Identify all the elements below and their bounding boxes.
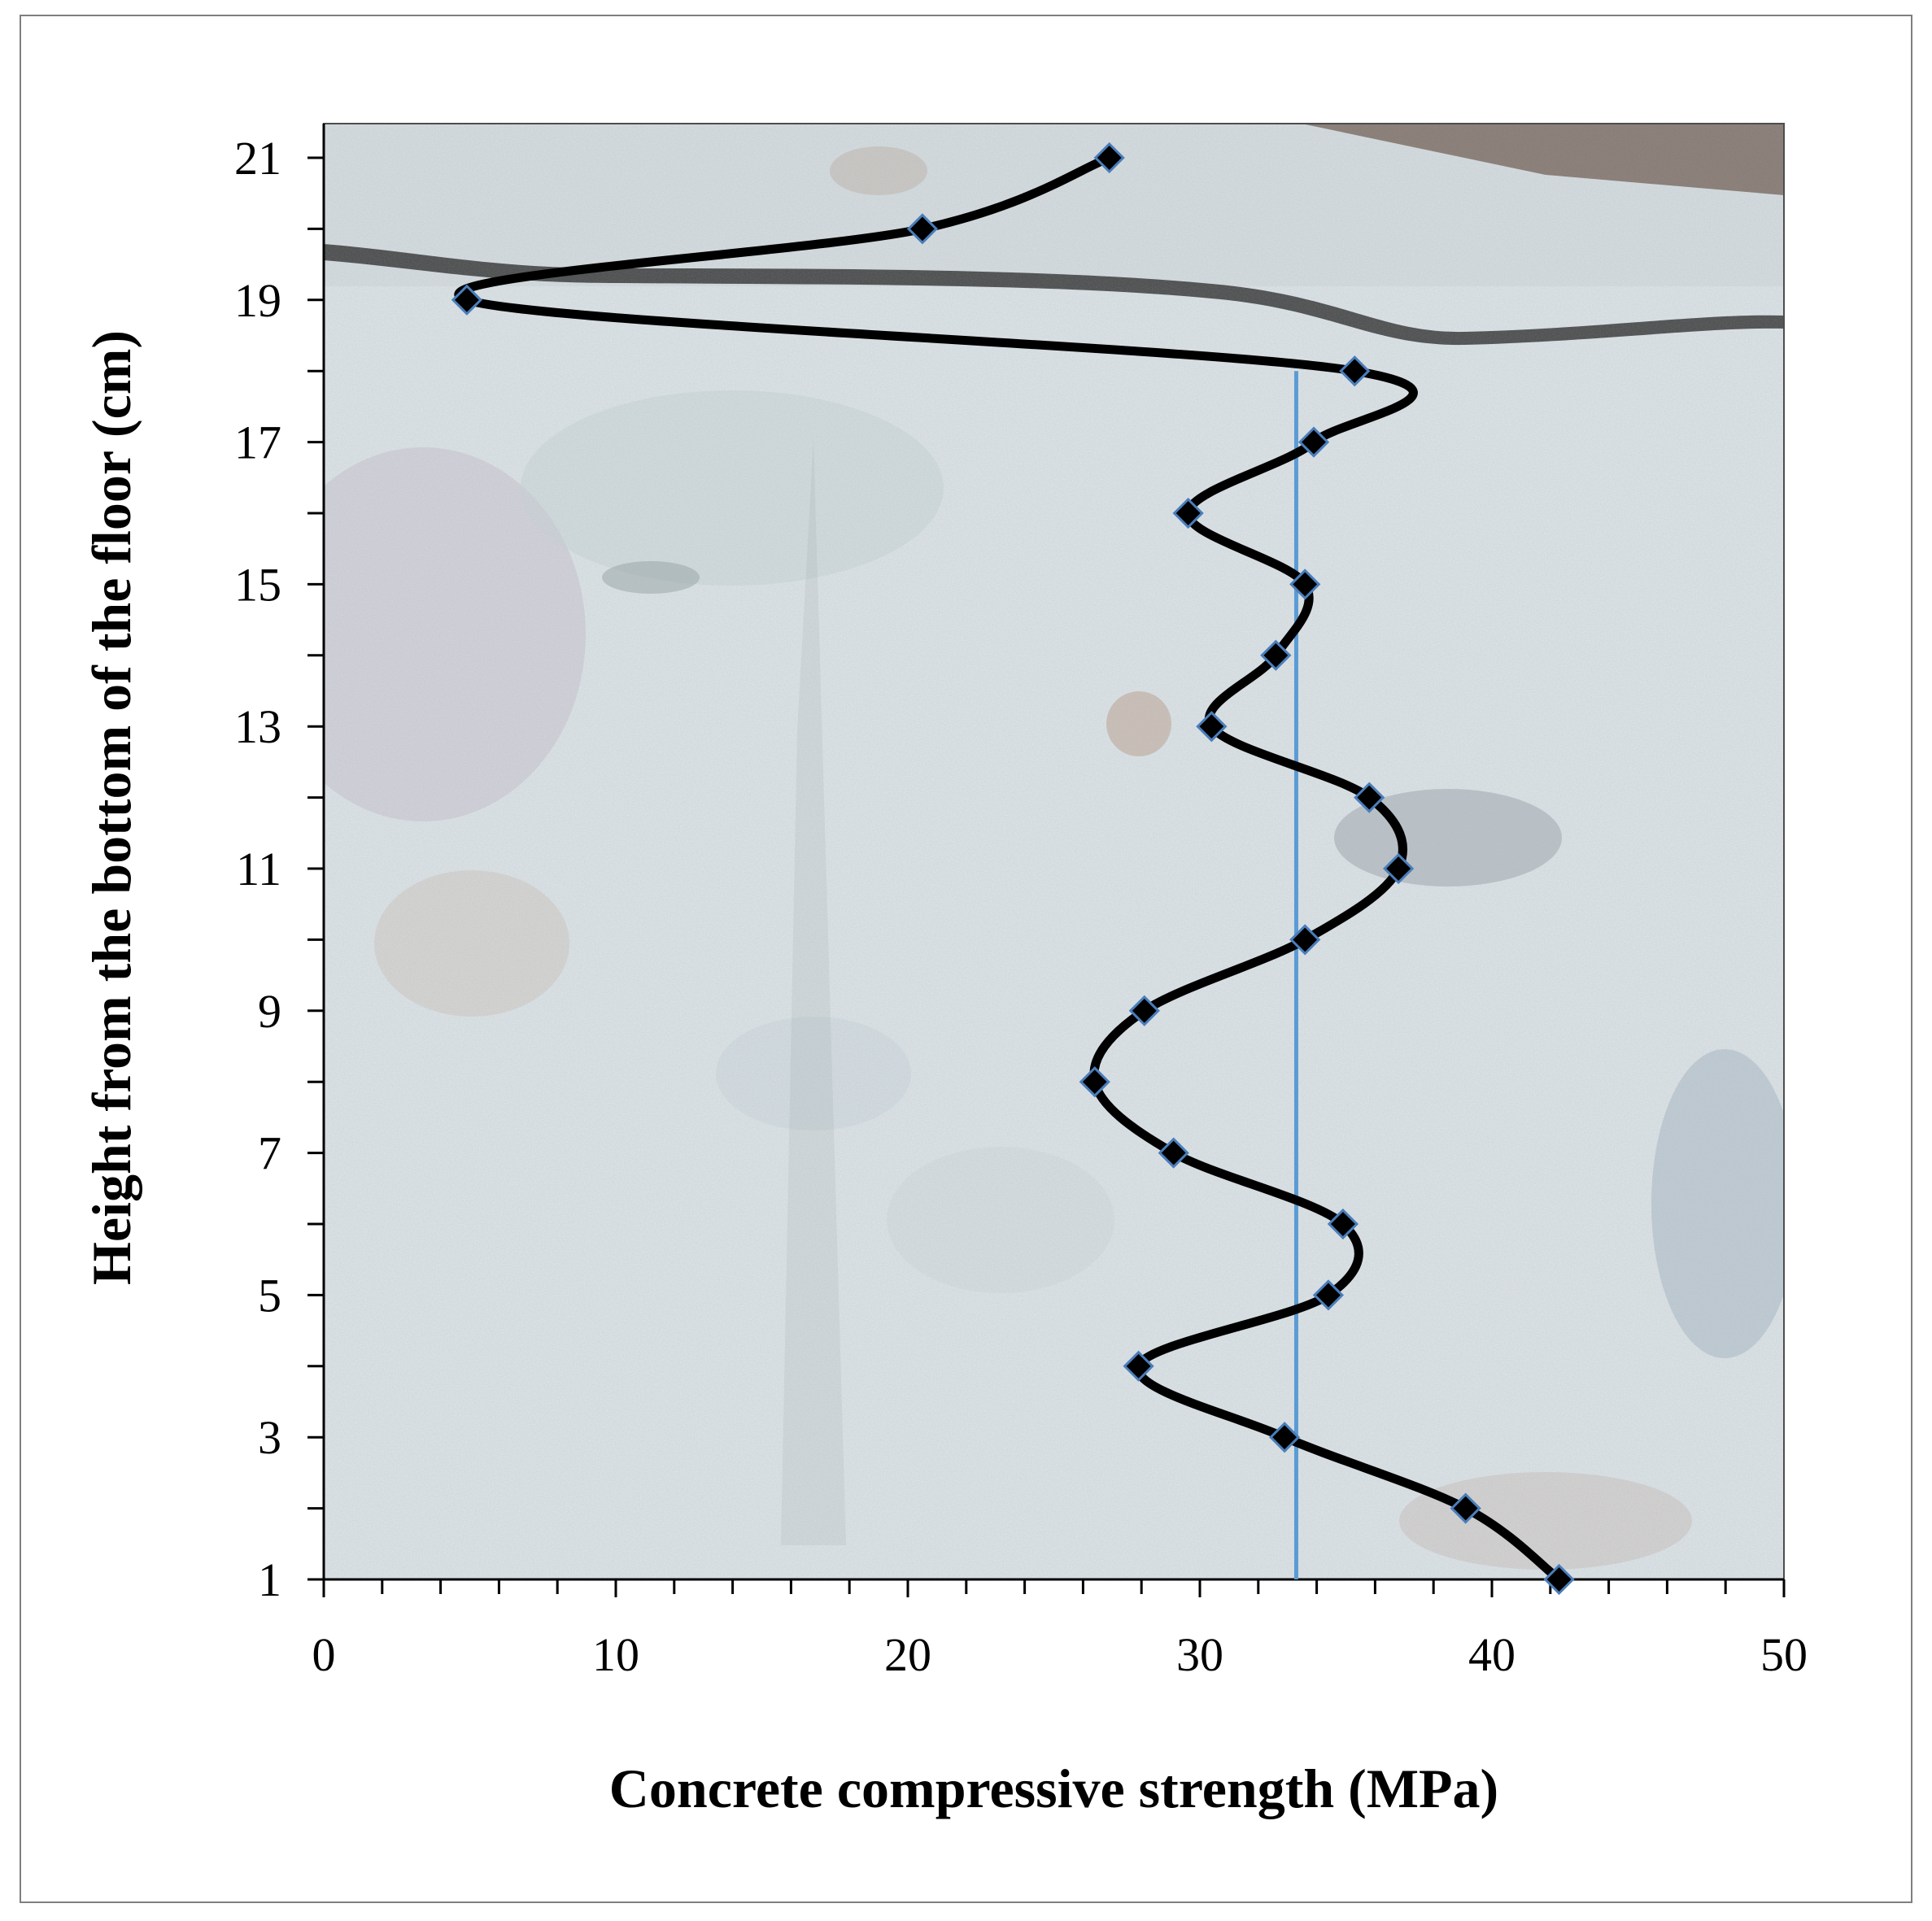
data-point-marker	[1450, 1492, 1481, 1524]
x-tick-label: 10	[592, 1628, 639, 1681]
data-point-marker	[1260, 639, 1292, 671]
data-point-marker	[1079, 1066, 1110, 1098]
data-point-marker	[1289, 924, 1321, 956]
data-point-marker	[1158, 1137, 1189, 1169]
data-point-marker	[1093, 142, 1125, 174]
y-tick-label: 7	[258, 1127, 281, 1180]
y-tick-label: 21	[234, 132, 281, 185]
data-point-marker	[1354, 782, 1385, 813]
data-point-marker	[1172, 497, 1204, 529]
x-tick-label: 40	[1468, 1628, 1516, 1681]
x-tick-label: 50	[1760, 1628, 1808, 1681]
data-point-marker	[1312, 1279, 1345, 1311]
concrete-photo-background	[324, 124, 1784, 1579]
y-tick-label: 11	[236, 843, 281, 895]
data-point-marker	[1543, 1563, 1575, 1596]
y-tick-label: 17	[234, 416, 281, 469]
data-point-marker	[1268, 1422, 1301, 1453]
y-tick-label: 19	[234, 274, 281, 327]
data-point-marker	[1382, 852, 1415, 885]
data-point-marker	[906, 213, 939, 245]
data-point-marker	[1289, 568, 1321, 600]
data-point-marker	[1339, 355, 1371, 387]
data-point-marker	[1123, 1350, 1154, 1382]
data-point-marker	[451, 284, 483, 316]
x-axis-title: Concrete compressive strength (MPa)	[609, 1758, 1498, 1819]
y-tick-label: 1	[258, 1553, 281, 1606]
data-point-marker	[1327, 1208, 1359, 1240]
data-point-marker	[1297, 426, 1330, 458]
data-point-marker	[1128, 995, 1160, 1026]
y-tick-label: 13	[234, 700, 281, 753]
strength-profile-line	[454, 153, 1564, 1584]
y-tick-label: 5	[258, 1269, 281, 1322]
y-axis-title: Height from the bottom of the floor (cm)	[81, 330, 142, 1285]
x-tick-label: 0	[312, 1628, 336, 1681]
y-tick-label: 9	[258, 985, 281, 1038]
data-point-marker	[1196, 711, 1228, 743]
x-tick-label: 20	[884, 1628, 931, 1681]
y-tick-label: 3	[258, 1411, 281, 1464]
x-tick-label: 30	[1176, 1628, 1223, 1681]
y-tick-label: 15	[234, 558, 281, 611]
